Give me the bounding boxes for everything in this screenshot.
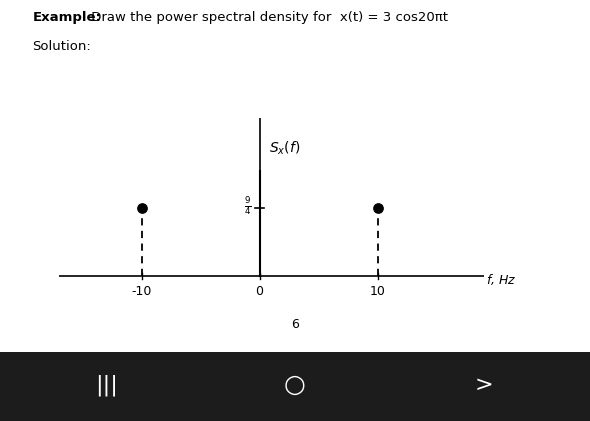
Text: 10: 10 (370, 285, 385, 298)
Text: 6: 6 (291, 318, 299, 331)
Text: >: > (474, 375, 493, 395)
Text: $f$, Hz: $f$, Hz (486, 272, 517, 287)
Point (137, 205, 146, 211)
Text: ○: ○ (284, 373, 306, 397)
Text: Example:: Example: (32, 11, 101, 24)
Text: $\frac{9}{4}$: $\frac{9}{4}$ (244, 195, 251, 217)
Text: |||: ||| (95, 374, 117, 396)
Text: Solution:: Solution: (32, 40, 91, 53)
Text: Draw the power spectral density for  x(t) = 3 cos20πt: Draw the power spectral density for x(t)… (87, 11, 448, 24)
Text: $S_x(f)$: $S_x(f)$ (269, 140, 300, 157)
Text: -10: -10 (132, 285, 152, 298)
Text: 0: 0 (255, 285, 264, 298)
Point (373, 205, 382, 211)
